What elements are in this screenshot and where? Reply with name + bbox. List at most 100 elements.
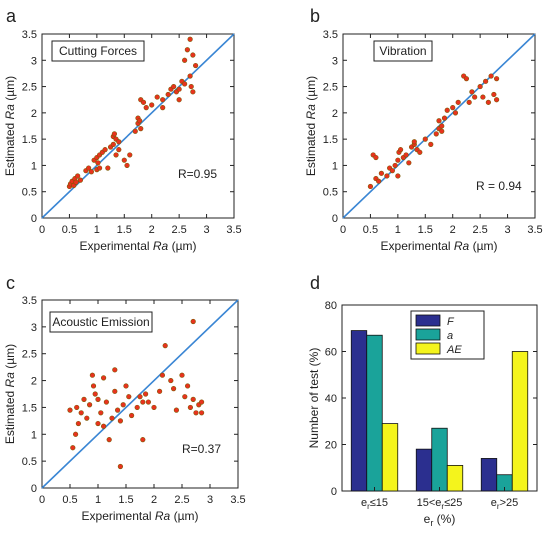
data-point (395, 157, 401, 163)
data-point (494, 76, 500, 82)
x-tick-label: 0 (39, 494, 45, 506)
data-point (96, 165, 103, 171)
y-tick-label: 2 (31, 376, 37, 388)
data-point (384, 173, 390, 179)
data-point (67, 407, 73, 413)
data-point (199, 399, 205, 405)
y-tick-label: 3 (31, 55, 37, 67)
data-point (179, 372, 185, 378)
data-point (455, 99, 461, 105)
panel-a-cutting-forces: a 0 0.5 1 1.5 2 2.5 3 3.5 0 0.5 1 1.5 2 2.5 3 3.5 Cutting… (3, 6, 242, 253)
y-tick-label: 1.5 (22, 402, 37, 414)
data-point (124, 162, 130, 169)
data-point (182, 394, 188, 400)
bar-F (480, 458, 498, 492)
data-point (126, 394, 132, 400)
x-tick-label: 1 (95, 494, 101, 506)
data-point (95, 396, 101, 402)
y-axis-label: Estimated Ra (µm) (3, 344, 17, 444)
data-point (392, 162, 398, 169)
y-tick-label: 2.5 (22, 349, 37, 361)
series-label-box (373, 40, 433, 62)
data-point (417, 149, 423, 155)
data-point (149, 102, 155, 108)
data-point (477, 83, 483, 90)
data-point (90, 383, 97, 389)
data-point (187, 36, 193, 42)
x-axis-label: Experimental Ra (µm) (82, 509, 199, 523)
data-point (117, 463, 123, 470)
data-point (116, 139, 122, 145)
legend-swatch (415, 342, 441, 355)
x-tick-label: 15<er≤25 (417, 497, 463, 511)
data-point (483, 78, 489, 84)
x-tick-label: 2.5 (174, 494, 189, 506)
data-point (185, 383, 191, 389)
y-tick-label: 2 (332, 108, 338, 120)
data-point (137, 394, 143, 400)
data-point (182, 57, 188, 63)
y-axis-label: Number of test (%) (307, 348, 321, 449)
plot-frame (41, 33, 235, 219)
data-point (143, 391, 149, 397)
data-point (199, 410, 205, 416)
correlation-annotation: R=0.95 (178, 167, 217, 181)
data-point (154, 94, 160, 100)
data-point (452, 110, 459, 116)
data-point (140, 437, 146, 443)
data-point (98, 410, 104, 416)
data-point (480, 94, 486, 100)
data-point (193, 62, 199, 69)
data-point (367, 183, 374, 190)
data-point (100, 423, 107, 429)
data-point (112, 367, 118, 373)
x-axis-label: er (%) (424, 512, 456, 528)
panel-c-acoustic-emission: c 0 0.5 1 1.5 2 2.5 3 3.5 0 0.5 1 1.5 2 2.5 3 3.5 Acousti… (3, 273, 246, 523)
data-point (74, 404, 80, 411)
x-tick-label: 2 (450, 224, 456, 236)
y-tick-label: 1.5 (323, 134, 338, 146)
data-point (151, 404, 157, 411)
y-tick-label: 1.5 (22, 134, 37, 146)
panel-letter: c (6, 273, 15, 293)
x-tick-label: 2 (151, 494, 157, 506)
data-point (188, 83, 194, 90)
legend-swatch (415, 328, 441, 341)
data-point (190, 89, 196, 95)
legend-label: F (447, 316, 455, 328)
x-tick-label: 1.5 (117, 224, 132, 236)
data-point (95, 160, 101, 166)
data-point (389, 168, 395, 174)
x-tick-label: 2.5 (472, 224, 487, 236)
data-point (100, 375, 107, 381)
data-point (120, 402, 126, 408)
data-point (116, 147, 122, 153)
data-point (160, 97, 166, 103)
panel-d-bar-chart: d 0 20 40 60 80 er≤15 15<er≤25 er>25 er (%) Number… (307, 273, 538, 528)
data-point (433, 131, 439, 137)
y-tick-label: 3.5 (323, 29, 338, 41)
x-tick-label: er≤15 (361, 497, 388, 511)
series-label: Vibration (379, 44, 426, 58)
panel-letter: b (310, 6, 320, 26)
data-point (422, 136, 428, 142)
data-point (171, 386, 177, 392)
correlation-annotation: R = 0.94 (476, 179, 522, 193)
x-axis-label: Experimental Ra (µm) (80, 239, 197, 253)
bar-F (415, 448, 433, 492)
y-tick-label: 40 (325, 393, 337, 405)
y-tick-label: 0.5 (22, 187, 37, 199)
y-tick-label: 0 (31, 213, 37, 225)
y-tick-label: 80 (325, 300, 337, 312)
data-point (134, 404, 140, 411)
bar-a (431, 427, 448, 492)
data-point (176, 86, 182, 92)
data-point (378, 170, 385, 176)
data-point (143, 104, 149, 111)
x-tick-label: 0 (340, 224, 346, 236)
y-tick-label: 3 (332, 55, 338, 67)
y-tick-label: 1 (332, 160, 338, 172)
data-point (469, 89, 475, 95)
y-tick-label: 0 (31, 483, 37, 495)
